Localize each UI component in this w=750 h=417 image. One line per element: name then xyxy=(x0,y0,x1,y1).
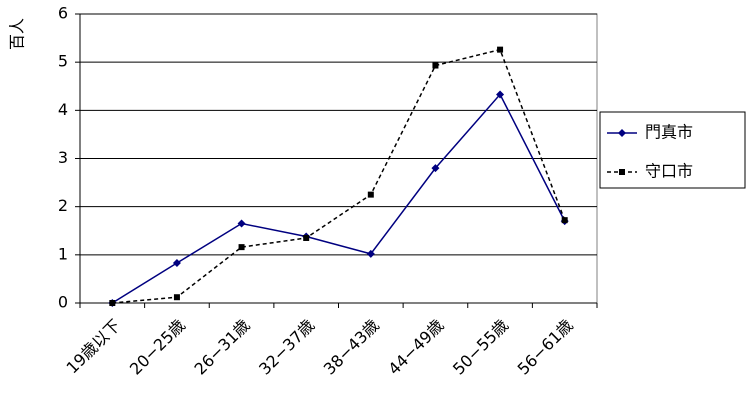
marker xyxy=(303,234,310,241)
marker xyxy=(238,244,245,251)
y-tick-label: 4 xyxy=(58,100,68,119)
marker xyxy=(237,219,246,228)
marker xyxy=(109,300,116,306)
legend-marker xyxy=(618,129,626,137)
x-tick-label: 32−37歳 xyxy=(255,316,318,379)
y-tick-label: 1 xyxy=(58,244,68,263)
marker xyxy=(432,62,439,69)
marker xyxy=(367,191,374,198)
legend-marker xyxy=(619,169,625,175)
x-tick-label: 38−43歳 xyxy=(320,316,383,379)
y-tick-label: 6 xyxy=(58,4,68,23)
legend-box xyxy=(599,111,746,189)
marker xyxy=(496,90,505,99)
marker xyxy=(172,259,181,268)
y-tick-label: 5 xyxy=(58,52,68,71)
y-tick-label: 3 xyxy=(58,148,68,167)
series-line xyxy=(112,48,566,304)
marker xyxy=(561,217,568,224)
x-tick-label: 50−55歳 xyxy=(449,316,512,379)
x-tick-label: 44−49歳 xyxy=(384,316,447,379)
legend-label: 門真市 xyxy=(645,123,693,142)
marker xyxy=(497,46,504,53)
y-axis-label: 百人 xyxy=(8,18,27,50)
y-tick-label: 0 xyxy=(58,293,68,312)
marker xyxy=(366,249,375,258)
x-tick-label: 19歳以下 xyxy=(63,316,125,378)
x-tick-label: 20−25歳 xyxy=(126,316,189,379)
marker xyxy=(173,294,180,301)
x-tick-label: 56−61歳 xyxy=(514,316,577,379)
y-tick-label: 2 xyxy=(58,196,68,215)
x-tick-label: 26−31歳 xyxy=(191,316,254,379)
marker xyxy=(431,164,440,173)
legend-label: 守口市 xyxy=(645,162,693,181)
series-line xyxy=(111,93,566,304)
